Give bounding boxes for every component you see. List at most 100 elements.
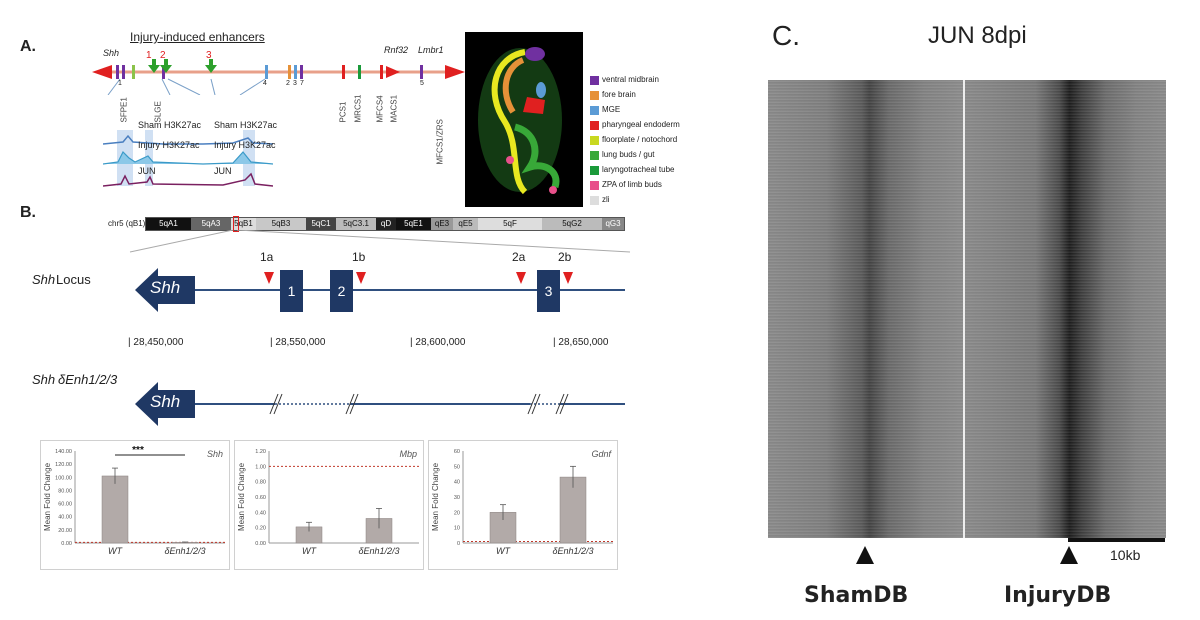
lmbr1-direction-arrow [445, 65, 465, 79]
injurydb-label: InjuryDB [1004, 583, 1112, 608]
sham-center-marker [856, 546, 874, 564]
y-tick-label: 50 [454, 464, 460, 470]
cut-site-2a-marker [516, 272, 526, 284]
zoom-lines [129, 230, 631, 253]
panel-c-letter: C. [772, 20, 800, 51]
bar-chart-shh: 140.00 120.00 100.00 80.00 60.00 40.00 20.00 0.… [40, 440, 230, 570]
enhancer-number-1: 1 [146, 50, 152, 61]
track-label-jun: JUN [138, 166, 156, 176]
y-tick-label: 20.00 [58, 528, 72, 534]
legend-label-pharyngeal-endoderm: pharyngeal endoderm [602, 120, 680, 129]
deletion-label: δEnh1/2/3 [58, 372, 118, 387]
y-tick-label: 60.00 [58, 502, 72, 508]
y-tick-label: 0 [457, 541, 460, 547]
exon-2: 2 [330, 270, 353, 312]
y-tick-label: 1.20 [255, 449, 266, 455]
site-label-2b: 2b [558, 250, 572, 264]
shamdb-label: ShamDB [804, 583, 909, 608]
bar-wt [101, 475, 129, 544]
band-5qa1: 5qA1 [146, 218, 191, 230]
scale-bar [1068, 538, 1165, 542]
enhancer-number-2: 2 [160, 50, 166, 61]
legend-label-lung-buds: lung buds / gut [602, 150, 655, 159]
y-tick-label: 1.00 [255, 464, 266, 470]
rnf32-direction-arrow [386, 66, 400, 78]
element-mrcs1: MRCS1 [353, 94, 363, 123]
legend-swatch-lung-buds [590, 151, 599, 160]
band-qe3: qE3 [431, 218, 453, 230]
element-macs1: MACS1 [389, 94, 399, 123]
track-label-injury-2: Injury H3K27ac [214, 140, 276, 150]
element-mfcs1-zrs: MFCS1/ZRS [435, 119, 445, 165]
band-5qc3-1: 5qC3.1 [336, 218, 376, 230]
band-5qe1: 5qE1 [396, 218, 431, 230]
legend-label-zpa: ZPA of limb buds [602, 180, 662, 189]
element-slge: SLGE [153, 101, 163, 123]
coord-28650000: | 28,650,000 [553, 337, 609, 348]
panel-a-title: Injury-induced enhancers [130, 30, 265, 44]
x-tick-label: δEnh1/2/3 [164, 546, 205, 556]
enhancer-3-arrow [205, 59, 217, 73]
y-axis-label: Mean Fold Change [43, 462, 52, 531]
cut-site-2b-marker [563, 272, 573, 284]
gene-label-rnf32: Rnf32 [384, 45, 409, 55]
exon-number-2: 2 [286, 80, 290, 87]
band-5qa3: 5qA3 [191, 218, 231, 230]
track-label-injury: Injury H3K27ac [138, 140, 200, 150]
y-tick-label: 0.80 [255, 480, 266, 486]
gene-label-shh: Shh [103, 48, 120, 58]
heatmap-injury-column [965, 80, 1166, 538]
exon-1: 1 [280, 270, 303, 312]
bar-chart-mbp: 1.20 1.00 0.80 0.60 0.40 0.20 0.00 WT δEnh1/2/3 M… [234, 440, 424, 570]
coord-28550000: | 28,550,000 [270, 337, 326, 348]
legend-label-zli: zli [602, 195, 610, 204]
deletion-allele-track [135, 382, 625, 426]
band-qe5: qE5 [453, 218, 478, 230]
enhancer-number-3: 3 [206, 50, 212, 61]
scale-bar-label: 10kb [1110, 547, 1141, 563]
injury-center-marker [1060, 546, 1078, 564]
heatmap-title: JUN 8dpi [928, 22, 1027, 49]
site-label-1a: 1a [260, 250, 274, 264]
legend-swatch-ventral-midbrain [590, 76, 599, 85]
locus-label: Locus [56, 272, 91, 287]
legend-swatch-laryngotracheal-tube [590, 166, 599, 175]
legend-label-mge: MGE [602, 105, 621, 114]
legend-swatch-mge [590, 106, 599, 115]
deletion-gene-name: Shh [32, 372, 56, 387]
cut-site-1a-marker [264, 272, 274, 284]
exon-number-4: 4 [263, 80, 267, 87]
heatmap-divider [963, 80, 965, 538]
x-tick-label: δEnh1/2/3 [552, 546, 593, 556]
band-5qg2: 5qG2 [542, 218, 602, 230]
exon-number-5: 5 [420, 80, 424, 87]
legend-swatch-pharyngeal-endoderm [590, 121, 599, 130]
legend-swatch-zpa [590, 181, 599, 190]
band-5qc1: 5qC1 [306, 218, 336, 230]
coord-28450000: | 28,450,000 [128, 337, 184, 348]
deletion-gene-arrow [135, 382, 195, 426]
y-axis-label: Mean Fold Change [237, 462, 246, 531]
gene-label-lmbr1: Lmbr1 [418, 45, 444, 55]
heatmap-sham-column [768, 80, 963, 538]
y-tick-label: 40.00 [58, 515, 72, 521]
track-label-jun-2: JUN [214, 166, 232, 176]
band-qd: qD [376, 218, 396, 230]
band-5qb3: 5qB3 [256, 218, 306, 230]
bar-chart-shh-svg: 140.00 120.00 100.00 80.00 60.00 40.00 20.00 0.… [43, 445, 225, 556]
y-tick-label: 140.00 [55, 449, 72, 455]
legend-label-floorplate: floorplate / notochord [602, 135, 678, 144]
chart-gene-title: Mbp [399, 449, 417, 459]
legend-swatch-fore-brain [590, 91, 599, 100]
element-pcs1: PCS1 [338, 101, 348, 123]
y-tick-label: 0.20 [255, 526, 266, 532]
y-tick-label: 0.00 [255, 541, 266, 547]
legend-swatch-zli [590, 196, 599, 205]
panel-a-locus-diagram [92, 59, 465, 95]
y-tick-label: 60 [454, 449, 460, 455]
shh-gene-arrow-label: Shh [150, 278, 181, 297]
embryo-image [465, 32, 583, 207]
chip-seq-tracks [103, 130, 273, 187]
x-tick-label: WT [496, 546, 511, 556]
legend-label-fore-brain: fore brain [602, 90, 636, 99]
